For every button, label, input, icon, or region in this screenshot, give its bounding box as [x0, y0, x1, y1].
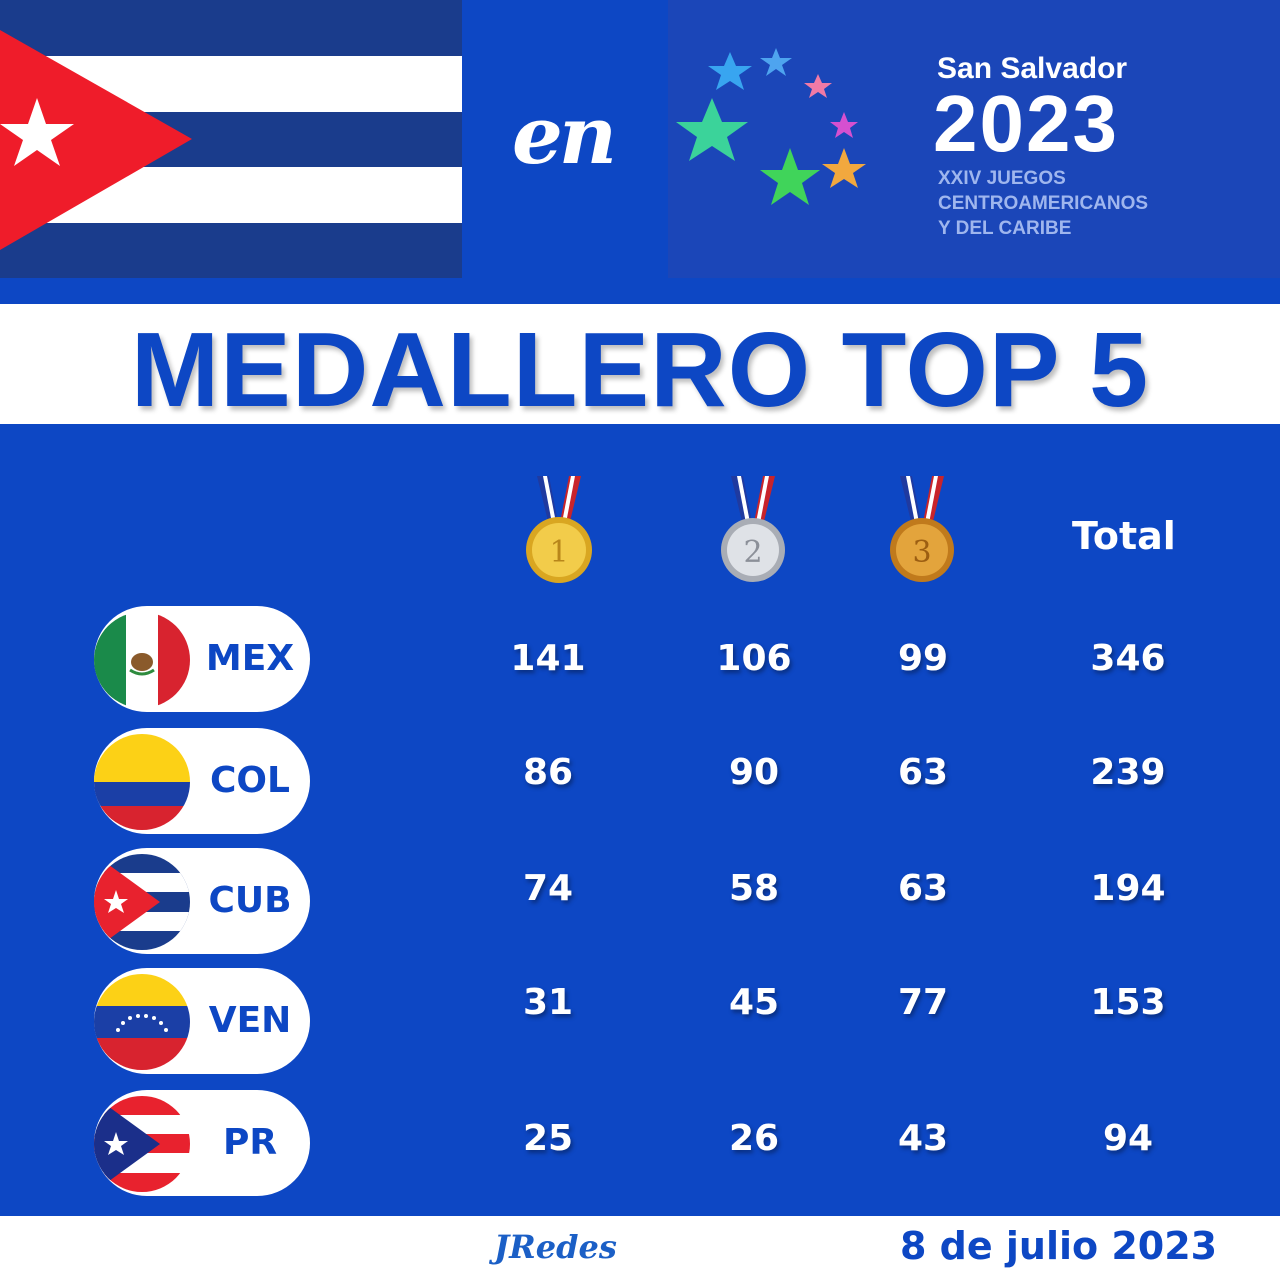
bronze-count: 63: [897, 868, 949, 909]
gold-count: 86: [522, 752, 574, 793]
bronze-medal-icon: 3: [890, 476, 954, 582]
country-code: MEX: [205, 638, 295, 679]
country-pill-col: COL: [94, 728, 310, 834]
bronze-count: 43: [897, 1118, 949, 1159]
country-pill-ven: VEN: [94, 968, 310, 1074]
bronze-count: 99: [897, 638, 949, 679]
brand-logo: JRedes: [494, 1228, 617, 1266]
total-count: 153: [1090, 982, 1166, 1023]
country-code: COL: [210, 760, 290, 801]
stars-ring-icon: [676, 48, 866, 205]
total-column-header: Total: [1072, 514, 1176, 558]
svg-text:2: 2: [743, 535, 762, 570]
logo-year: 2023: [933, 79, 1119, 168]
gold-count: 31: [522, 982, 574, 1023]
logo-subtitle-line-1: XXIV JUEGOS: [938, 168, 1066, 189]
gold-count: 141: [510, 638, 586, 679]
title-band: MEDALLERO TOP 5: [0, 304, 1280, 429]
svg-text:3: 3: [912, 535, 931, 570]
total-count: 194: [1090, 868, 1166, 909]
games-logo-panel: [668, 0, 1280, 278]
country-pill-pr: PR: [94, 1090, 310, 1196]
medal-table: 1 2 3 Total MEX 141 1: [0, 424, 1280, 1216]
country-code: PR: [222, 1122, 278, 1163]
silver-count: 26: [728, 1118, 780, 1159]
gold-count: 74: [522, 868, 574, 909]
puerto-rico-flag-icon: [94, 1096, 190, 1192]
country-code: CUB: [208, 880, 292, 921]
logo-subtitle-line-3: Y DEL CARIBE: [938, 218, 1072, 239]
bronze-count: 77: [897, 982, 949, 1023]
cuba-flag-icon: [0, 0, 462, 278]
silver-count: 106: [716, 638, 792, 679]
logo-subtitle-line-2: CENTROAMERICANOS: [938, 193, 1149, 214]
page-title: MEDALLERO TOP 5: [130, 311, 1150, 429]
top-banner: en San Salvador 2023 XXIV JUEGOS CENTROA…: [0, 0, 1280, 304]
country-code: VEN: [208, 1000, 292, 1041]
mexico-flag-icon: [94, 612, 190, 708]
country-pill-cub: CUB: [94, 848, 310, 954]
gold-count: 25: [522, 1118, 574, 1159]
total-count: 346: [1090, 638, 1166, 679]
total-count: 239: [1090, 752, 1166, 793]
connector-word: en: [512, 88, 617, 182]
country-pill-mex: MEX: [94, 606, 310, 712]
svg-text:1: 1: [549, 535, 568, 570]
logo-city: San Salvador: [937, 52, 1128, 85]
silver-count: 45: [728, 982, 780, 1023]
date-label: 8 de julio 2023: [900, 1224, 1218, 1268]
silver-count: 58: [728, 868, 780, 909]
venezuela-flag-icon: [94, 974, 190, 1070]
bronze-count: 63: [897, 752, 949, 793]
silver-medal-icon: 2: [721, 476, 785, 582]
total-count: 94: [1102, 1118, 1154, 1159]
silver-count: 90: [728, 752, 780, 793]
cuba-flag-icon: [94, 854, 190, 950]
gold-medal-icon: 1: [526, 476, 592, 583]
footer: JRedes 8 de julio 2023: [0, 1216, 1280, 1280]
colombia-flag-icon: [94, 734, 190, 830]
